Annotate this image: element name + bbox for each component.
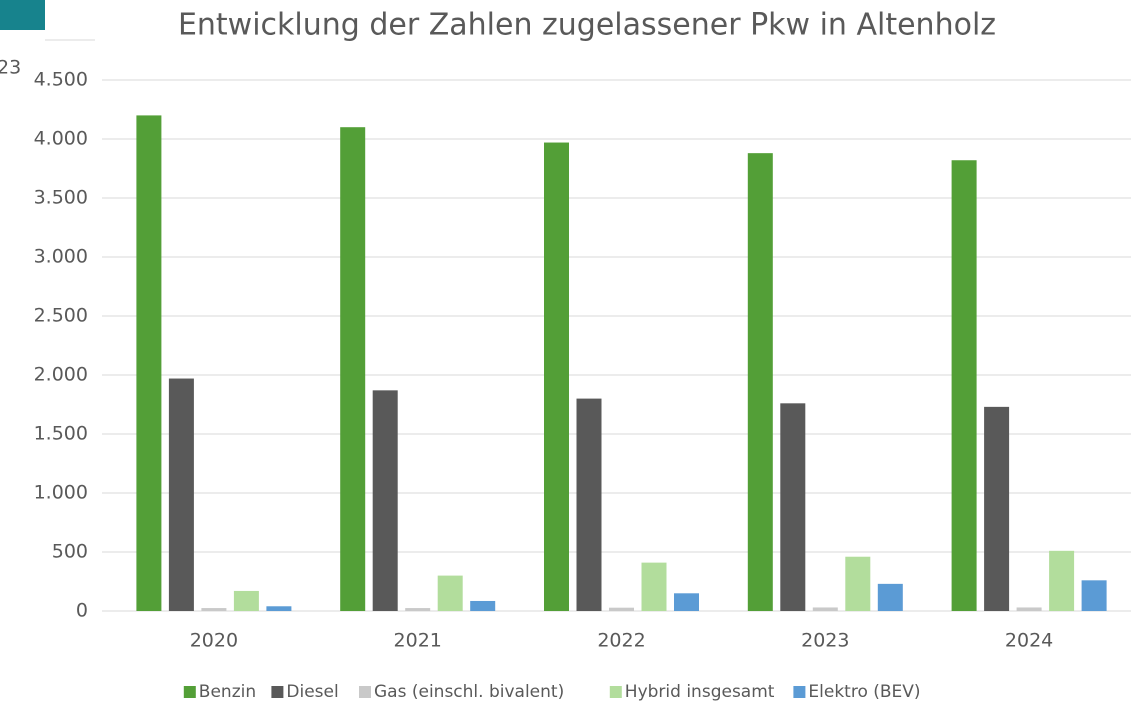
decoration (0, 0, 45, 30)
legend-swatch (359, 686, 371, 698)
legend-swatch (271, 686, 284, 698)
y-tick-label: 4.000 (34, 128, 88, 150)
y-tick-label: 1.000 (34, 482, 88, 504)
bar (747, 153, 773, 611)
bar (201, 608, 227, 611)
bar (576, 398, 602, 611)
x-tick-label: 2023 (801, 630, 849, 652)
legend-swatch (793, 686, 806, 698)
legend-swatch (183, 686, 196, 698)
bar (136, 115, 162, 612)
x-tick-label: 2024 (1005, 630, 1053, 652)
bar (266, 606, 292, 611)
bar (674, 593, 699, 611)
bar (340, 127, 366, 611)
y-tick-label: 2.000 (34, 364, 88, 386)
bar (780, 403, 806, 611)
y-tick-label: 3.000 (34, 246, 88, 268)
bar (1016, 607, 1042, 611)
bar (168, 378, 194, 611)
bar (233, 590, 259, 611)
bar (641, 562, 667, 611)
legend-label: Benzin (199, 682, 256, 702)
bar (609, 607, 634, 611)
legend-label: Gas (einschl. bivalent) (374, 682, 564, 702)
y-tick-label: 3.500 (34, 187, 88, 209)
bar (845, 556, 871, 611)
y-tick-label: 500 (52, 541, 88, 563)
bar (1049, 550, 1075, 611)
x-tick-label: 2020 (190, 630, 238, 652)
y-tick-label: 4.500 (34, 69, 88, 91)
bar (951, 160, 977, 612)
chart-title: Entwicklung der Zahlen zugelassener Pkw … (178, 8, 996, 43)
legend-label: Elektro (BEV) (808, 682, 920, 702)
bar (470, 600, 496, 611)
x-tick-label: 2022 (597, 630, 645, 652)
legend-label: Hybrid insgesamt (625, 682, 775, 702)
legend-swatch (609, 686, 622, 698)
y-tick-label: 1.500 (34, 423, 88, 445)
bar (372, 390, 398, 611)
y-tick-label: 0 (76, 600, 88, 622)
x-tick-label: 2021 (394, 630, 442, 652)
bar (984, 406, 1010, 611)
bar (812, 607, 838, 611)
bar (1081, 580, 1107, 611)
bar (877, 583, 903, 611)
bar (405, 608, 431, 611)
bar (437, 575, 463, 611)
legend-label: Diesel (286, 682, 338, 702)
y-tick-label: 2.500 (34, 305, 88, 327)
side-label: 23 (0, 57, 21, 79)
bar (544, 142, 569, 612)
